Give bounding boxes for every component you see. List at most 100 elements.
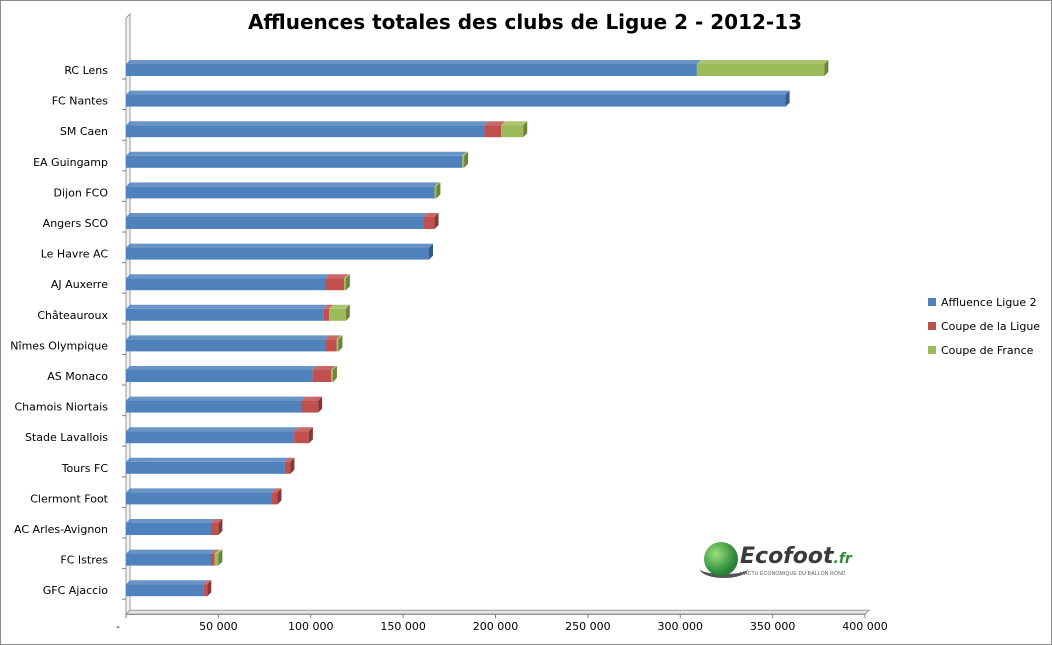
category-label: Tours FC: [61, 462, 109, 475]
bar-end-cap: [218, 519, 223, 535]
x-tick-label: 300 000: [658, 620, 704, 633]
bar-front: [336, 339, 339, 352]
bar-segment: [271, 488, 282, 505]
category-label: Châteauroux: [37, 309, 108, 322]
bar-end-cap: [318, 396, 323, 413]
bar-front: [210, 553, 215, 566]
bar-end-cap: [785, 90, 790, 107]
bar-top: [501, 121, 528, 126]
legend-swatch: [928, 322, 936, 330]
bar-end-cap: [290, 457, 295, 474]
bar-segment: [126, 304, 328, 321]
bar-front: [126, 64, 697, 76]
bar-front: [325, 339, 337, 352]
logo-domain: .fr: [833, 551, 852, 567]
bar-end-cap: [345, 304, 350, 321]
bar-end-cap: [434, 213, 439, 229]
bar-segment: [126, 366, 317, 382]
category-label: Clermont Foot: [30, 492, 108, 505]
bar-front: [214, 553, 219, 566]
bar-top: [325, 335, 341, 340]
bar-front: [126, 584, 204, 597]
bar-front: [126, 553, 211, 566]
bar-top: [126, 457, 289, 462]
category-label: Dijon FCO: [54, 186, 109, 199]
ecofoot-logo: Ecofoot.fr L'ACTU ÉCONOMIQUE DU BALLON R…: [700, 538, 852, 588]
bar-front: [126, 308, 324, 321]
x-tick-label: 250 000: [565, 620, 611, 633]
bar-front: [126, 400, 302, 413]
legend-swatch: [928, 298, 936, 306]
bar-front: [126, 492, 272, 505]
bar-top: [126, 121, 489, 126]
bar-segment: [301, 396, 323, 413]
bar-front: [301, 400, 319, 413]
bar-top: [126, 427, 299, 432]
football-icon: [704, 542, 738, 576]
bar-segment: [325, 335, 341, 352]
bar-segment: [203, 580, 212, 597]
legend-label: Coupe de France: [941, 343, 1034, 357]
bar-front: [696, 64, 825, 76]
bar-segment: [126, 213, 428, 229]
bar-segment: [210, 519, 223, 535]
category-label: GFC Ajaccio: [43, 584, 109, 597]
bar-front: [203, 584, 208, 597]
bar-segment: [329, 304, 350, 321]
bar-end-cap: [436, 182, 441, 199]
x-tick-label: 150 000: [380, 620, 426, 633]
x-tick-label: -: [116, 620, 120, 633]
bar-top: [462, 151, 469, 156]
category-label: AS Monaco: [47, 370, 108, 383]
axis-floor: [124, 609, 871, 615]
bar-front: [126, 217, 424, 229]
bar-end-cap: [332, 366, 337, 382]
x-tick-label: 100 000: [288, 620, 334, 633]
bar-front: [126, 370, 313, 382]
bar-top: [126, 304, 328, 309]
category-label: Stade Lavallois: [25, 431, 108, 444]
bar-top: [423, 213, 439, 217]
bar-top: [325, 274, 349, 279]
category-label: Nîmes Olympique: [10, 339, 108, 352]
bar-front: [126, 155, 463, 168]
bar-top: [126, 182, 439, 187]
bar-segment: [126, 396, 306, 413]
bar-segment: [126, 488, 276, 505]
logo-tagline: L'ACTU ÉCONOMIQUE DU BALLON ROND: [740, 571, 846, 577]
bar-top: [126, 213, 428, 217]
bar-top: [301, 396, 323, 401]
legend-label: Affluence Ligue 2: [941, 295, 1037, 309]
x-tick-labels: - 50 000 100 000 150 000 200 000 250 000 300 0…: [116, 614, 888, 633]
bar-segment: [696, 60, 829, 76]
category-label: Angers SCO: [43, 217, 109, 230]
bar-segment: [294, 427, 313, 444]
bar-top: [126, 580, 208, 585]
logo-name: Ecofoot: [740, 544, 834, 569]
bar-end-cap: [207, 580, 212, 597]
bar-segment: [423, 213, 439, 229]
bar-front: [126, 339, 326, 352]
legend-entry: Affluence Ligue 2: [928, 290, 1040, 314]
chart-title: Affluences totales des clubs de Ligue 2 …: [247, 10, 803, 34]
bar-top: [126, 366, 317, 370]
category-label: RC Lens: [64, 64, 108, 77]
bar-top: [271, 488, 282, 493]
category-label: FC Nantes: [52, 95, 109, 108]
bar-front: [126, 431, 295, 444]
bar-top: [284, 457, 295, 462]
bar-top: [126, 488, 276, 493]
bar-front: [484, 125, 502, 138]
bar-end-cap: [218, 549, 223, 566]
x-tick-label: 50 000: [199, 620, 238, 633]
bar-front: [210, 523, 219, 535]
bar-segment: [126, 243, 433, 260]
category-label: Le Havre AC: [41, 248, 109, 261]
bar-top: [696, 60, 829, 64]
bar-top: [126, 549, 215, 554]
bar-segment: [331, 366, 337, 382]
bar-front: [126, 461, 285, 474]
bar-front: [423, 217, 435, 229]
